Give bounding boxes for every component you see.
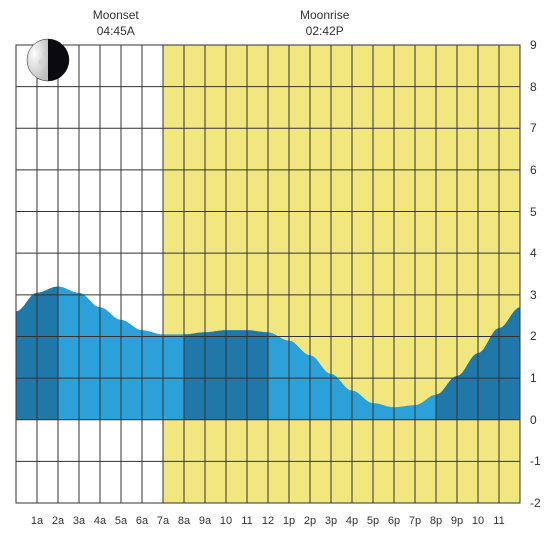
moonset-time: 04:45A	[93, 24, 139, 40]
xtick-3: 4a	[94, 515, 106, 527]
moonrise-time: 02:42P	[300, 24, 349, 40]
xtick-11: 12	[262, 515, 274, 527]
tide-chart: -2-10123456789 1a2a3a4a5a6a7a8a9a1011121…	[0, 0, 550, 550]
xtick-4: 5a	[115, 515, 127, 527]
xtick-6: 7a	[157, 515, 169, 527]
xtick-17: 6p	[388, 515, 400, 527]
xtick-7: 8a	[178, 515, 190, 527]
xtick-18: 7p	[409, 515, 421, 527]
xtick-15: 4p	[346, 515, 358, 527]
chart-svg	[0, 0, 550, 550]
xtick-1: 2a	[52, 515, 64, 527]
ytick-1: 1	[530, 371, 537, 385]
ytick-8: 8	[530, 80, 537, 94]
ytick-5: 5	[530, 205, 537, 219]
xtick-2: 3a	[73, 515, 85, 527]
moonrise-title: Moonrise	[300, 8, 349, 24]
ytick--2: -2	[530, 496, 541, 510]
xtick-8: 9a	[199, 515, 211, 527]
xtick-21: 10	[472, 515, 484, 527]
ytick-0: 0	[530, 413, 537, 427]
xtick-5: 6a	[136, 515, 148, 527]
moonset-label: Moonset 04:45A	[93, 8, 139, 39]
ytick-9: 9	[530, 38, 537, 52]
xtick-14: 3p	[325, 515, 337, 527]
ytick-7: 7	[530, 121, 537, 135]
ytick-2: 2	[530, 329, 537, 343]
xtick-22: 11	[493, 515, 504, 527]
moonrise-label: Moonrise 02:42P	[300, 8, 349, 39]
moonset-title: Moonset	[93, 8, 139, 24]
ytick-3: 3	[530, 288, 537, 302]
xtick-10: 11	[241, 515, 252, 527]
ytick-6: 6	[530, 163, 537, 177]
ytick-4: 4	[530, 246, 537, 260]
xtick-0: 1a	[31, 515, 43, 527]
xtick-16: 5p	[367, 515, 379, 527]
xtick-9: 10	[220, 515, 232, 527]
xtick-12: 1p	[283, 515, 295, 527]
xtick-20: 9p	[451, 515, 463, 527]
xtick-19: 8p	[430, 515, 442, 527]
xtick-13: 2p	[304, 515, 316, 527]
ytick--1: -1	[530, 454, 541, 468]
